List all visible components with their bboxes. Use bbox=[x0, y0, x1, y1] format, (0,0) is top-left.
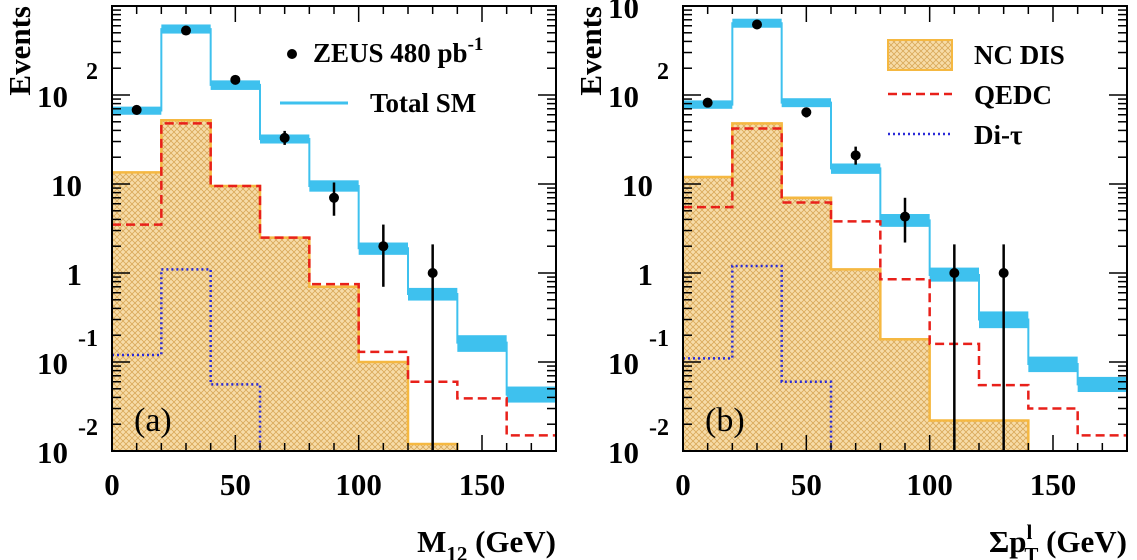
data-point bbox=[280, 133, 290, 143]
y-tick-label: 10 -1 bbox=[37, 326, 98, 381]
x-tick-label: 0 bbox=[675, 467, 691, 502]
legend: NC DIS QEDC Di-τ bbox=[888, 40, 1065, 150]
y-tick-label-exp: 2 bbox=[657, 59, 669, 85]
legend-label: Di-τ bbox=[974, 120, 1023, 150]
y-tick-label: 10 -1 bbox=[608, 326, 669, 381]
y-tick-label: 10 bbox=[622, 168, 653, 203]
legend-label: ZEUS 480 pb-1 bbox=[313, 34, 483, 68]
y-tick-label-base: 1 bbox=[67, 257, 83, 292]
y-tick-label: 1 bbox=[638, 257, 654, 292]
y-tick-label: 10 2 bbox=[608, 59, 669, 114]
y-tick-label-exp: -1 bbox=[78, 326, 98, 352]
y-tick-label-exp: -2 bbox=[649, 415, 669, 441]
data-point bbox=[329, 193, 339, 203]
legend-label-text: ZEUS 480 pb bbox=[313, 38, 468, 68]
data-point bbox=[132, 105, 142, 115]
y-tick-label: 10 2 bbox=[37, 59, 98, 114]
data-point bbox=[949, 268, 959, 278]
y-tick-label: 103 bbox=[608, 0, 669, 25]
x-axis-title-main: M bbox=[417, 524, 446, 559]
legend: ZEUS 480 pb-1 Total SM bbox=[280, 34, 483, 118]
y-tick-label-base: 10 bbox=[37, 79, 68, 114]
legend-label: NC DIS bbox=[974, 40, 1065, 70]
y-axis-title: Events bbox=[2, 6, 37, 96]
x-tick-label: 150 bbox=[459, 467, 506, 502]
x-axis-title-unit: (GeV) bbox=[1038, 524, 1127, 559]
data-point bbox=[851, 150, 861, 160]
y-tick-label-base: 1 bbox=[638, 257, 654, 292]
data-point bbox=[230, 75, 240, 85]
x-axis-title-unit: (GeV) bbox=[467, 524, 556, 559]
legend-label: QEDC bbox=[974, 80, 1052, 110]
legend-label-text: Total SM bbox=[370, 88, 476, 118]
data-point bbox=[181, 26, 191, 36]
data-point bbox=[703, 98, 713, 108]
legend-label: Total SM bbox=[370, 88, 476, 118]
plot-area bbox=[683, 19, 1127, 456]
y-tick-label-base: 10 bbox=[37, 435, 68, 470]
y-tick-label-exp: -1 bbox=[649, 326, 669, 352]
panel-a: 0 50 100 150 10 -2 10 -1 1 10 10 2 Events M12 (GeV) (a… bbox=[2, 6, 556, 560]
y-tick-label-base: 10 bbox=[608, 346, 639, 381]
x-axis-title: M12 (GeV) bbox=[417, 524, 556, 560]
data-point bbox=[428, 268, 438, 278]
legend-marker-nc-dis bbox=[888, 40, 952, 70]
x-axis-title-sub: 12 bbox=[446, 542, 467, 560]
y-tick-label-exp: 2 bbox=[86, 59, 98, 85]
x-tick-label: 0 bbox=[104, 467, 120, 502]
y-tick-label-base: 10 bbox=[608, 435, 639, 470]
data-point bbox=[801, 107, 811, 117]
y-tick-label-base: 10 bbox=[608, 79, 639, 114]
data-point bbox=[752, 19, 762, 29]
y-tick-label-base: 10 bbox=[622, 168, 653, 203]
y-tick-label-base: 10 bbox=[51, 168, 82, 203]
y-tick-label-base: 10 bbox=[37, 346, 68, 381]
x-tick-label: 50 bbox=[220, 467, 251, 502]
panel-label: (a) bbox=[134, 402, 172, 439]
y-tick-label: 10 bbox=[51, 168, 82, 203]
x-axis-title-sup: l bbox=[1026, 520, 1032, 544]
plot-area bbox=[112, 24, 556, 456]
legend-label-sup: -1 bbox=[468, 34, 484, 55]
x-axis-title: Σpl T (GeV) bbox=[989, 520, 1127, 560]
x-tick-label: 150 bbox=[1030, 467, 1077, 502]
x-tick-label: 100 bbox=[906, 467, 953, 502]
x-tick-label: 50 bbox=[791, 467, 822, 502]
panel-label: (b) bbox=[705, 402, 745, 439]
data-point bbox=[999, 268, 1009, 278]
y-axis-title: Events bbox=[573, 6, 608, 96]
y-tick-label: 10 -2 bbox=[608, 415, 669, 470]
y-tick-label-exp: -2 bbox=[78, 415, 98, 441]
x-tick-label: 100 bbox=[335, 467, 382, 502]
data-point bbox=[378, 241, 388, 251]
y-tick-label: 1 bbox=[67, 257, 83, 292]
legend-marker-data bbox=[287, 49, 297, 59]
x-axis-title-main: Σp bbox=[989, 524, 1027, 559]
x-axis-title-sub: T bbox=[1024, 543, 1038, 560]
data-point bbox=[900, 212, 910, 222]
y-tick-label-base: 10 bbox=[608, 0, 639, 25]
y-tick-label: 10 -2 bbox=[37, 415, 98, 470]
